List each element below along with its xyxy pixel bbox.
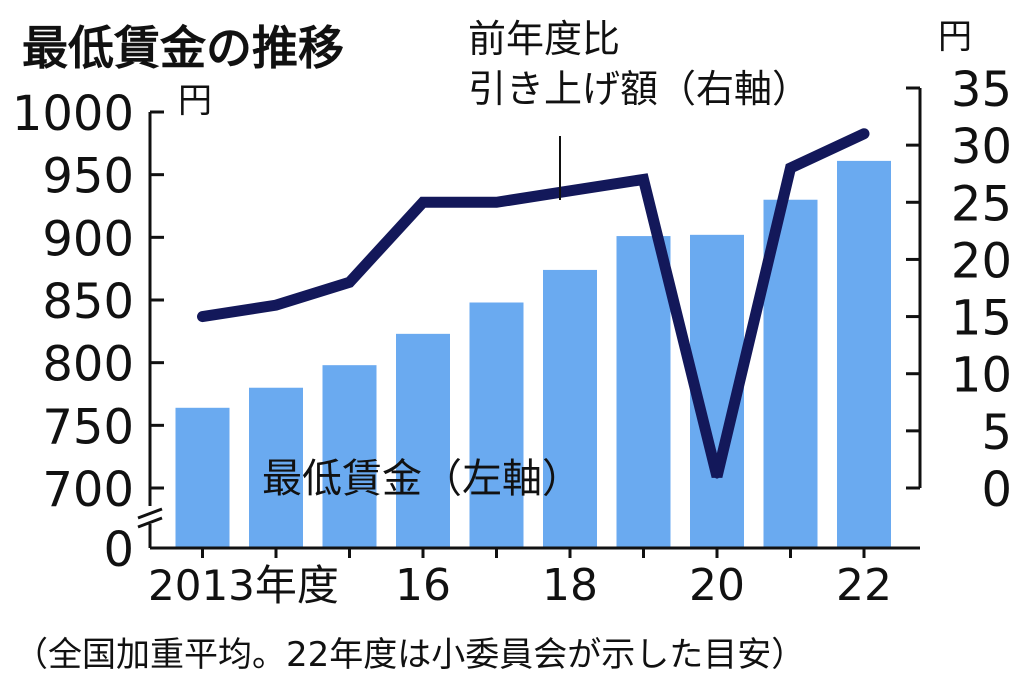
line-legend-line1: 前年度比 [468,17,620,61]
right-tick-label: 10 [951,348,1012,404]
footnote: （全国加重平均。22年度は小委員会が示した目安） [14,635,805,675]
line-point-2018 [568,188,572,193]
bar-2016 [396,333,450,548]
line-point-2022 [862,131,866,136]
bar-2017 [469,302,524,548]
line-point-2014 [274,303,278,308]
bar-2019 [616,236,671,548]
right-tick-label: 30 [951,119,1012,175]
line-point-2015 [347,280,352,285]
right-tick-label: 5 [981,405,1012,461]
bar-2018 [543,269,597,548]
right-tick-label: 20 [951,233,1012,289]
line-point-2020 [715,474,719,479]
right-tick-label: 25 [951,176,1012,232]
right-tick-label: 15 [951,291,1012,347]
line-point-2021 [788,166,793,170]
bar-group [175,160,891,548]
left-axis-unit: 円 [178,81,212,121]
x-tick-label: 22 [836,560,892,611]
left-tick-label: 750 [42,399,134,455]
line-point-2017 [494,200,499,205]
line-point-2013 [200,314,205,319]
right-tick-label: 0 [981,462,1012,518]
left-tick-label: 850 [42,274,134,330]
line-legend-line2: 引き上げ額（右軸） [468,67,810,111]
bar-2014 [249,387,303,548]
bar-2015 [322,365,377,548]
left-tick-label: 950 [42,149,134,205]
left-tick-label: 700 [42,462,134,518]
left-tick-label: 1000 [12,86,134,142]
axis-break-mark [137,507,163,529]
bar-2022 [837,160,891,548]
x-tick-label: 20 [689,560,745,611]
x-axis: 2013年度 16 18 20 22 [148,546,920,611]
x-tick-label: 2013年度 [148,561,339,610]
x-tick-label: 18 [542,560,598,611]
right-tick-label: 35 [951,62,1012,118]
left-tick-label: 900 [42,211,134,267]
right-axis-unit: 円 [938,17,972,57]
left-tick-label: 0 [103,522,134,578]
x-tick-label: 16 [395,560,451,611]
bar-legend: 最低賃金（左軸） [262,456,582,502]
chart-title: 最低賃金の推移 [22,21,344,75]
line-point-2019 [641,177,646,182]
line-point-2016 [421,200,425,205]
bar-2013 [175,407,230,548]
line-series [197,128,870,479]
raise-amount-line [197,128,870,478]
left-tick-label: 800 [42,337,134,393]
